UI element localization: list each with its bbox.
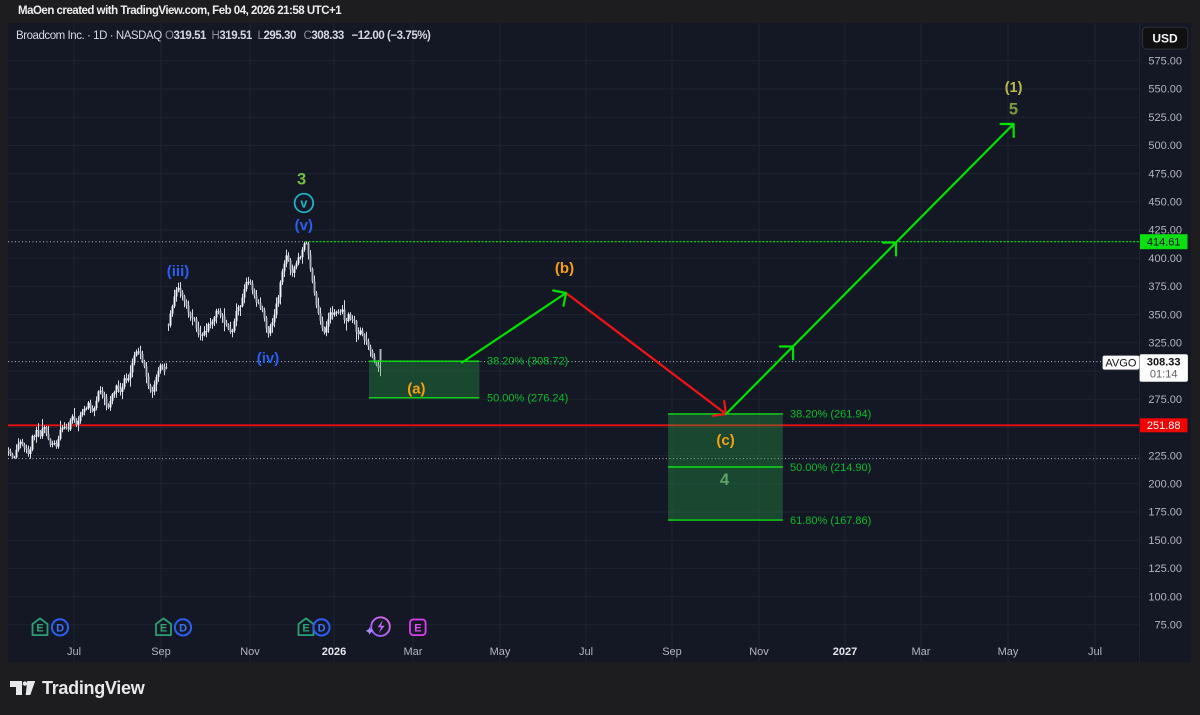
svg-text:414.61: 414.61	[1147, 237, 1181, 249]
svg-text:Mar: Mar	[912, 646, 931, 658]
svg-text:D: D	[56, 622, 64, 634]
svg-text:550.00: 550.00	[1148, 84, 1182, 96]
svg-text:Nov: Nov	[240, 646, 260, 658]
svg-text:Sep: Sep	[662, 646, 682, 658]
svg-text:325.00: 325.00	[1148, 338, 1182, 350]
svg-text:575.00: 575.00	[1148, 56, 1182, 68]
svg-text:350.00: 350.00	[1148, 309, 1182, 321]
svg-text:75.00: 75.00	[1154, 620, 1182, 632]
svg-text:2026: 2026	[322, 646, 346, 658]
svg-text:4: 4	[720, 471, 730, 489]
svg-text:E: E	[414, 623, 421, 635]
svg-text:475.00: 475.00	[1148, 168, 1182, 180]
svg-text:50.00% (276.24): 50.00% (276.24)	[487, 392, 568, 404]
svg-text:175.00: 175.00	[1148, 507, 1182, 519]
svg-text:500.00: 500.00	[1148, 140, 1182, 152]
svg-text:E: E	[302, 622, 309, 634]
svg-text:May: May	[490, 646, 511, 658]
svg-text:125.00: 125.00	[1148, 563, 1182, 575]
svg-text:D: D	[318, 622, 326, 634]
svg-text:USD: USD	[1152, 31, 1178, 45]
svg-text:400.00: 400.00	[1148, 253, 1182, 265]
svg-text:5: 5	[1009, 100, 1018, 118]
svg-text:v: v	[300, 197, 307, 211]
svg-text:2027: 2027	[833, 646, 857, 658]
svg-text:E: E	[160, 622, 167, 634]
svg-text:Sep: Sep	[151, 646, 171, 658]
svg-text:(b): (b)	[555, 260, 574, 277]
svg-text:450.00: 450.00	[1148, 197, 1182, 209]
svg-text:251.88: 251.88	[1147, 420, 1181, 432]
svg-text:61.80% (167.86): 61.80% (167.86)	[790, 515, 871, 527]
svg-text:(c): (c)	[716, 432, 734, 449]
svg-text:275.00: 275.00	[1148, 394, 1182, 406]
svg-text:(a): (a)	[407, 381, 425, 398]
svg-text:Nov: Nov	[749, 646, 769, 658]
svg-text:38.20% (261.94): 38.20% (261.94)	[790, 409, 871, 421]
svg-text:D: D	[179, 622, 187, 634]
svg-text:Jul: Jul	[1088, 646, 1102, 658]
svg-text:425.00: 425.00	[1148, 225, 1182, 237]
svg-text:01:14: 01:14	[1150, 369, 1178, 381]
svg-text:E: E	[36, 622, 43, 634]
svg-text:(iv): (iv)	[257, 350, 280, 367]
svg-text:375.00: 375.00	[1148, 281, 1182, 293]
svg-text:200.00: 200.00	[1148, 479, 1182, 491]
svg-text:38.20% (308.72): 38.20% (308.72)	[487, 356, 568, 368]
svg-text:525.00: 525.00	[1148, 112, 1182, 124]
svg-text:AVGO: AVGO	[1105, 357, 1136, 369]
svg-text:(v): (v)	[295, 217, 313, 234]
svg-text:50.00% (214.90): 50.00% (214.90)	[790, 462, 871, 474]
svg-text:May: May	[998, 646, 1019, 658]
svg-text:308.33: 308.33	[1147, 356, 1181, 368]
svg-text:225.00: 225.00	[1148, 450, 1182, 462]
svg-text:Jul: Jul	[67, 646, 81, 658]
svg-text:100.00: 100.00	[1148, 591, 1182, 603]
svg-text:3: 3	[297, 171, 306, 189]
svg-text:Mar: Mar	[404, 646, 423, 658]
svg-text:(1): (1)	[1005, 80, 1023, 96]
svg-text:150.00: 150.00	[1148, 535, 1182, 547]
svg-text:Jul: Jul	[579, 646, 593, 658]
svg-text:(iii): (iii)	[167, 263, 190, 280]
